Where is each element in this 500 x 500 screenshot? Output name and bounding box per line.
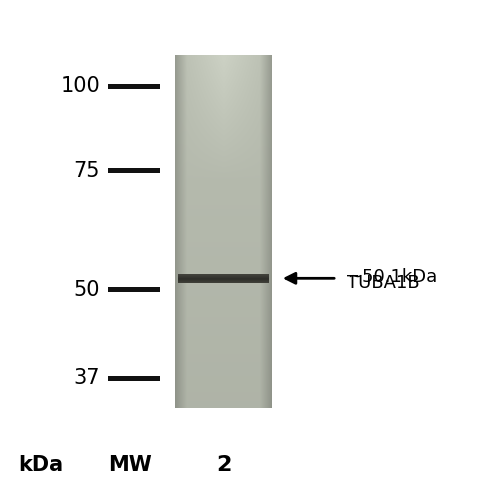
Bar — [108, 376, 160, 381]
Text: 37: 37 — [74, 368, 100, 388]
Text: ~50.1kDa: ~50.1kDa — [347, 268, 437, 286]
Text: 50: 50 — [74, 280, 100, 300]
Bar — [108, 168, 160, 173]
Bar — [108, 288, 160, 292]
Text: kDa: kDa — [18, 455, 63, 475]
Text: 75: 75 — [74, 160, 100, 180]
Text: TUBA1B: TUBA1B — [347, 274, 420, 292]
Text: MW: MW — [108, 455, 152, 475]
Text: 2: 2 — [216, 455, 231, 475]
Text: 100: 100 — [60, 76, 100, 96]
Bar — [108, 84, 160, 88]
